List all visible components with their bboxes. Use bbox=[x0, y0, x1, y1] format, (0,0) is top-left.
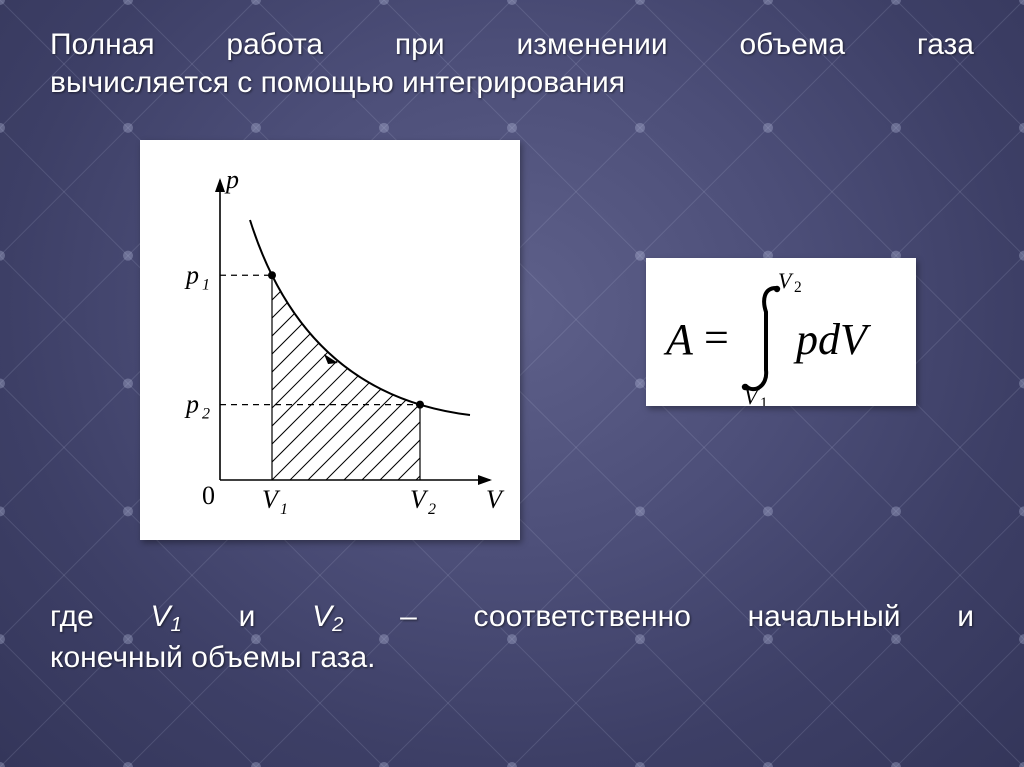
caption-text: где V1 и V2 – соответственно начальный и… bbox=[50, 598, 974, 677]
svg-text:1: 1 bbox=[202, 276, 210, 293]
svg-text:pdV: pdV bbox=[793, 315, 872, 364]
caption-mid2: – соответственно начальный и bbox=[343, 600, 974, 633]
svg-text:V: V bbox=[410, 485, 429, 514]
pv-chart: pV0p1p2V1V2 bbox=[140, 140, 520, 540]
svg-text:=: = bbox=[704, 313, 729, 362]
title-text: Полная работа при изменении объема газа … bbox=[50, 26, 974, 103]
svg-text:0: 0 bbox=[202, 481, 215, 510]
caption-v1-base: V bbox=[151, 600, 171, 633]
title-line-1: Полная работа при изменении объема газа bbox=[50, 26, 974, 64]
pv-chart-panel: pV0p1p2V1V2 bbox=[140, 140, 520, 540]
svg-text:V: V bbox=[262, 485, 281, 514]
caption-line-2: конечный объемы газа. bbox=[50, 639, 974, 677]
caption-v2-sub: 2 bbox=[332, 615, 343, 637]
work-integral-formula: A=V2V1pdV bbox=[646, 258, 916, 406]
caption-v1-sub: 1 bbox=[171, 615, 182, 637]
svg-text:V: V bbox=[486, 485, 505, 514]
caption-v2-base: V bbox=[312, 600, 332, 633]
svg-text:1: 1 bbox=[280, 501, 288, 518]
svg-text:p: p bbox=[184, 390, 199, 419]
svg-text:1: 1 bbox=[760, 395, 768, 406]
caption-pre: где bbox=[50, 600, 151, 633]
svg-text:2: 2 bbox=[794, 279, 802, 296]
title-line-2: вычисляется с помощью интегрирования bbox=[50, 64, 974, 102]
svg-text:V: V bbox=[778, 268, 794, 293]
svg-text:p: p bbox=[224, 165, 239, 194]
svg-text:A: A bbox=[663, 315, 694, 364]
caption-line-1: где V1 и V2 – соответственно начальный и bbox=[50, 598, 974, 638]
slide: Полная работа при изменении объема газа … bbox=[0, 0, 1024, 767]
svg-text:2: 2 bbox=[202, 406, 210, 423]
svg-text:2: 2 bbox=[428, 501, 436, 518]
formula-panel: A=V2V1pdV bbox=[646, 258, 916, 406]
svg-text:p: p bbox=[184, 260, 199, 289]
caption-mid1: и bbox=[182, 600, 312, 633]
